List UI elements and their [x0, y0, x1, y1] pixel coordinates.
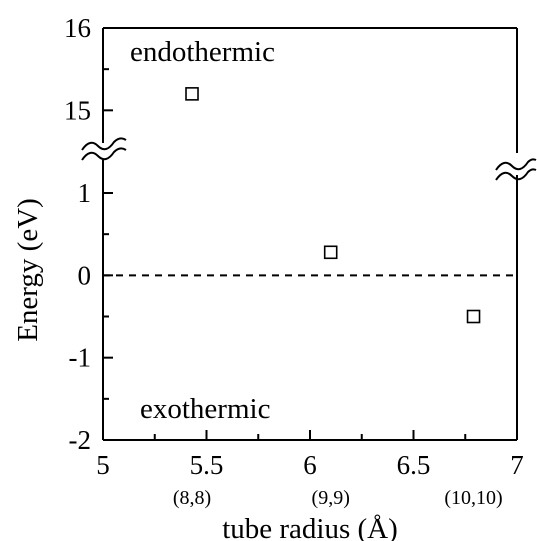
x-tick-label: 5.5 — [190, 450, 224, 480]
chirality-label: (9,9) — [312, 487, 350, 509]
y-tick-label: -2 — [69, 425, 92, 455]
y-tick-label: 16 — [64, 13, 91, 43]
chirality-labels: (8,8) (9,9) (10,10) — [173, 487, 503, 509]
annotation-endothermic: endothermic — [130, 36, 275, 68]
y-tick-label: 0 — [78, 260, 92, 290]
x-tick-label: 5 — [96, 450, 110, 480]
plot-frame — [103, 28, 517, 440]
axis-break-marks — [82, 138, 536, 180]
y-tick-label: 1 — [78, 178, 92, 208]
data-point-square — [186, 88, 198, 100]
data-point-square — [325, 246, 337, 258]
right-break-mark-lower — [496, 169, 536, 180]
y-tick-label: -1 — [69, 343, 92, 373]
data-points — [186, 88, 480, 323]
data-point-square — [468, 311, 480, 323]
chirality-label: (10,10) — [444, 487, 502, 509]
x-tick-label: 6.5 — [397, 450, 431, 480]
y-axis-title: Energy (eV) — [12, 198, 44, 342]
y-axis-ticks: -2 -1 0 1 15 16 — [64, 13, 113, 455]
annotation-exothermic: exothermic — [140, 393, 270, 425]
x-tick-label: 7 — [510, 450, 524, 480]
chirality-label: (8,8) — [173, 487, 211, 509]
x-tick-label: 6 — [303, 450, 317, 480]
x-axis-title: tube radius (Å) — [222, 513, 398, 541]
y-tick-label: 15 — [64, 95, 91, 125]
x-axis-ticks: 5 5.5 6 6.5 7 — [96, 430, 524, 480]
right-break-mark-upper — [496, 159, 536, 170]
